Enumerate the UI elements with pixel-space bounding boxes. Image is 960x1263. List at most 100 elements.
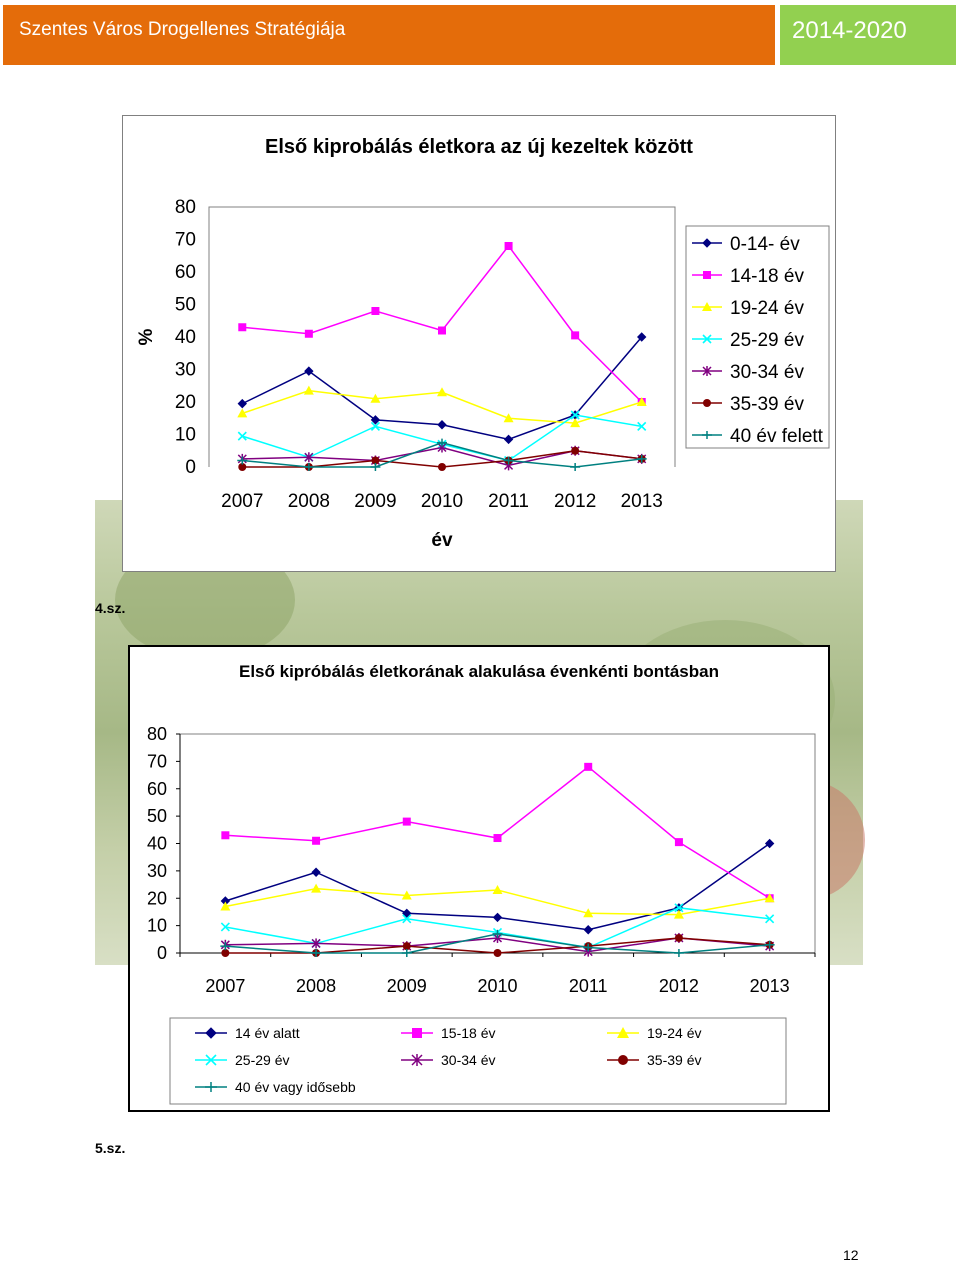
header-title-bar: Szentes Város Drogellenes Stratégiája [3,5,775,65]
chart-1-y-axis-label: % [136,328,157,345]
caption-4: 4.sz. [95,600,126,616]
chart-1-data-point [304,366,314,376]
chart-2-data-point [220,942,231,951]
chart-2-data-point [765,914,775,924]
chart-2-x-tick-label: 2010 [477,976,517,996]
chart-2-x-tick-label: 2013 [750,976,790,996]
chart-1-data-point [237,431,247,441]
chart-2-data-point [764,838,775,849]
chart-1-data-point [438,326,446,335]
chart-2-legend-label: 15-18 év [441,1025,495,1041]
chart-2-legend-label: 30-34 év [441,1052,495,1068]
chart-1-data-point [303,463,314,471]
chart-2-y-tick-label: 0 [157,943,167,963]
chart-2-data-point [311,883,322,893]
chart-2-data-point [493,949,502,957]
chart-2-data-point [584,762,593,771]
chart-1-data-point [304,452,314,463]
chart-2-data-point [492,885,503,895]
chart-1-data-point [636,397,647,406]
chart-2-data-point [674,933,683,942]
chart-1-data-point [503,413,514,423]
chart-1-legend-label: 19-24 év [730,298,804,319]
chart-1-x-tick-label: 2008 [288,491,330,512]
chart-2-x-tick-label: 2009 [387,976,427,996]
chart-1-data-point [637,421,647,431]
chart-1-legend-marker [702,334,712,344]
chart-2-data-point [764,893,775,903]
chart-2-legend-marker [205,1082,217,1092]
chart-2-y-tick-label: 10 [147,916,167,936]
chart-1-y-tick-label: 40 [175,327,196,348]
chart-2-data-point [673,949,684,957]
chart-1-y-tick-label: 50 [175,295,196,316]
chart-2-legend-marker [205,1027,217,1039]
chart-1-plot-border [208,206,676,467]
chart-2-x-tick-label: 2012 [659,976,699,996]
chart-2-legend-label: 40 év vagy idősebb [235,1079,356,1095]
chart-2-legend-marker [205,1054,217,1066]
chart-1-data-point [570,410,580,420]
chart-1-data-point [438,463,446,471]
chart-2-data-point [402,942,411,951]
page-number: 12 [843,1247,859,1263]
chart-2-data-point [311,949,322,957]
chart-1-legend-label: 14-18 év [730,266,804,287]
chart-1-y-tick-label: 70 [175,230,196,251]
chart-1-data-point [370,463,381,471]
chart-1-legend-label: 25-29 év [730,330,804,351]
chart-1-y-tick-label: 0 [185,457,196,478]
chart-1-data-point [370,415,381,425]
chart-2-x-tick-label: 2011 [569,976,608,996]
chart-1-legend-label: 35-39 év [730,394,804,415]
chart-2-data-point [492,929,503,938]
chart-2-y-tick-label: 20 [147,888,167,908]
header-title: Szentes Város Drogellenes Stratégiája [19,19,346,40]
chart-1-data-point [370,421,380,431]
chart-2-title: Első kipróbálás életkorának alakulása év… [239,662,719,681]
chart-1-y-tick-label: 80 [175,197,196,218]
chart-1-series-line [242,244,643,403]
chart-1-y-tick-label: 20 [175,392,196,413]
chart-2-data-point [311,938,321,949]
chart-2-legend-marker [618,1055,628,1065]
chart-1-data-point [503,456,514,465]
chart-2-data-point [493,834,502,843]
header-years: 2014-2020 [792,17,907,44]
chart-2-data-point [492,912,503,923]
chart-2-data-point [220,922,230,932]
chart-2-data-point [402,817,411,826]
chart-1-y-tick-label: 10 [175,425,196,446]
chart-1-data-point [238,323,247,332]
chart-2-x-tick-label: 2008 [296,976,336,996]
chart-1-x-tick-label: 2010 [421,491,463,512]
chart-1-legend-label: 40 év felett [730,426,824,447]
chart-1-legend-marker [703,399,711,407]
chart-1-x-tick-label: 2007 [221,491,263,512]
chart-1-legend-marker [702,302,712,311]
chart-1-legend-marker [703,271,711,279]
chart-2-data-point [312,836,321,845]
chart-1-y-tick-label: 30 [175,360,196,381]
chart-1-x-tick-label: 2009 [354,491,396,512]
chart-2-y-tick-label: 40 [147,834,167,854]
chart-1-data-point [504,242,513,250]
chart-2-legend-marker [412,1028,422,1038]
chart-2-legend-label: 35-39 év [647,1052,701,1068]
chart-2-data-point [673,909,684,919]
chart-1-data-point [237,456,248,465]
chart-1-y-tick-label: 60 [175,262,196,283]
chart-1-data-point [571,446,580,455]
chart-2-y-tick-label: 30 [147,861,167,881]
chart-2-data-point [220,901,231,911]
chart-2-data-point [402,914,412,924]
chart-2-legend-marker [411,1054,423,1066]
chart-1-data-point [237,408,248,418]
chart-1-data-point [571,331,580,340]
chart-1-data-point [437,438,447,447]
chart-1-legend-marker [702,238,712,248]
chart-2-legend-marker [617,1027,629,1038]
chart-1-data-point [437,387,447,397]
chart-2-y-tick-label: 70 [147,751,167,771]
